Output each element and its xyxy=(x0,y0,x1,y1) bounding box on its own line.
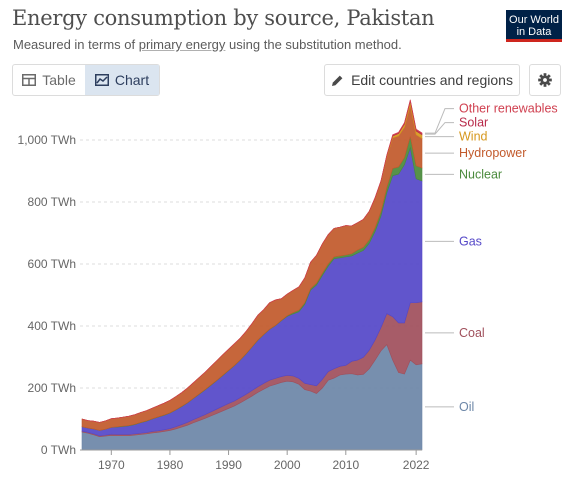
legend-label-nuclear: Nuclear xyxy=(459,167,502,181)
settings-button[interactable] xyxy=(529,64,561,96)
tab-chart-label: Chart xyxy=(114,72,150,88)
chart-icon xyxy=(94,74,109,86)
x-tick-label: 2010 xyxy=(332,458,359,472)
chart-legend: Oil Coal Gas Nuclear Hydropower WindSolarOthe… xyxy=(425,102,558,414)
legend-label-hydropower: Hydropower xyxy=(459,146,526,160)
legend-leader-other-renewables xyxy=(425,108,454,134)
edit-countries-label: Edit countries and regions xyxy=(351,72,513,88)
edit-countries-button[interactable]: Edit countries and regions xyxy=(324,64,520,96)
x-tick-label: 2000 xyxy=(274,458,301,472)
legend-leader-solar xyxy=(425,122,454,135)
y-tick-label: 0 TWh xyxy=(41,443,76,457)
chart-subtitle: Measured in terms of primary energy usin… xyxy=(13,37,402,52)
x-tick-label: 1980 xyxy=(157,458,184,472)
pencil-icon xyxy=(332,75,343,86)
legend-label-other-renewables: Other renewables xyxy=(459,102,558,116)
y-tick-label: 600 TWh xyxy=(28,257,76,271)
y-tick-label: 400 TWh xyxy=(28,319,76,333)
tab-table[interactable]: Table xyxy=(13,65,85,95)
gear-icon xyxy=(538,73,552,87)
chart-areas xyxy=(81,99,423,451)
y-tick-label: 200 TWh xyxy=(28,381,76,395)
chart-title: Energy consumption by source, Pakistan xyxy=(12,6,435,30)
chart-y-axis: 0 TWh 200 TWh 400 TWh 600 TWh 800 TWh 1,000 T… xyxy=(18,133,76,457)
table-icon xyxy=(22,74,37,86)
y-tick-label: 800 TWh xyxy=(28,195,76,209)
logo-line-2: in Data xyxy=(516,26,552,38)
legend-label-coal: Coal xyxy=(459,326,485,340)
tab-chart[interactable]: Chart xyxy=(85,65,159,95)
y-tick-label: 1,000 TWh xyxy=(18,133,76,147)
chart-x-axis: 1970 1980 1990 2000 2010 2022 xyxy=(98,450,430,472)
legend-label-wind: Wind xyxy=(459,130,488,144)
legend-label-oil: Oil xyxy=(459,400,474,414)
x-tick-label: 2022 xyxy=(403,458,430,472)
area-other-renewables xyxy=(81,99,423,423)
logo-line-1: Our World xyxy=(509,14,559,26)
x-tick-label: 1990 xyxy=(215,458,242,472)
legend-label-solar: Solar xyxy=(459,116,488,130)
primary-energy-link[interactable]: primary energy xyxy=(138,37,226,52)
view-tabs: Table Chart xyxy=(12,64,160,96)
tab-table-label: Table xyxy=(42,72,76,88)
x-tick-label: 1970 xyxy=(98,458,125,472)
subtitle-prefix: Measured in terms of xyxy=(13,37,139,52)
owid-logo[interactable]: Our World in Data xyxy=(506,10,562,42)
legend-label-gas: Gas xyxy=(459,234,482,248)
subtitle-suffix: using the substitution method. xyxy=(225,37,402,52)
